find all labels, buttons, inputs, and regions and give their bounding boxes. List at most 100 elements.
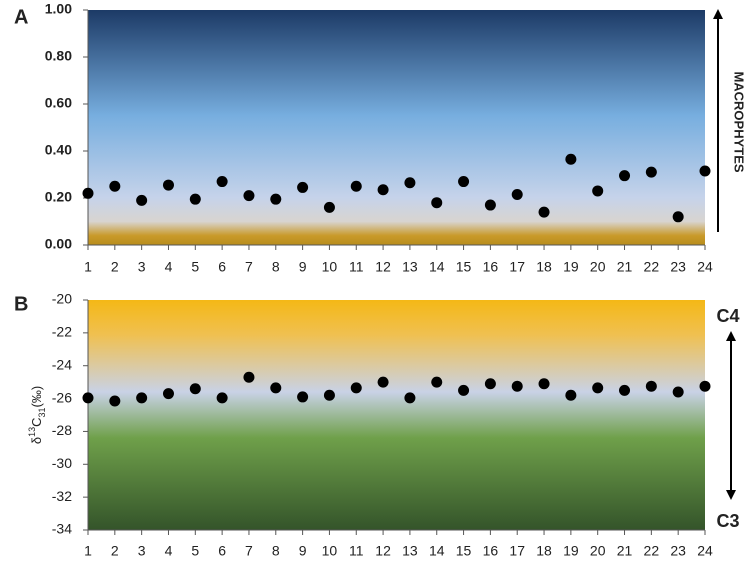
x-tick-label: 11 (349, 543, 364, 559)
x-tick-label: 14 (429, 543, 445, 559)
point (619, 170, 631, 182)
x-tick-label: 17 (509, 543, 525, 559)
point (404, 177, 416, 189)
y-tick-label: -26 (52, 389, 72, 405)
point (565, 153, 577, 165)
point (484, 199, 496, 211)
point (297, 391, 309, 403)
x-tick-label: 22 (644, 543, 660, 559)
y-tick-label: -34 (52, 521, 72, 537)
panel-label: A (14, 6, 28, 28)
y-label-part: C (29, 418, 44, 427)
point (270, 382, 282, 394)
x-tick-label: 12 (375, 543, 391, 559)
point (136, 194, 148, 206)
x-tick-label: 23 (670, 543, 686, 559)
y-tick-label: 0.60 (45, 95, 72, 111)
y-tick-label: -28 (52, 422, 72, 438)
point (645, 166, 657, 178)
x-tick-label: 4 (165, 543, 173, 559)
x-tick-label: 6 (218, 543, 226, 559)
point (431, 376, 443, 388)
y-label-part: 13 (27, 427, 37, 437)
x-tick-label: 16 (483, 259, 499, 275)
x-tick-label: 18 (536, 543, 552, 559)
annotation: C3 (716, 511, 739, 531)
y-tick-label: -32 (52, 488, 72, 504)
x-tick-label: 10 (322, 259, 338, 275)
point (592, 382, 604, 394)
point (377, 376, 389, 388)
point (162, 388, 174, 400)
x-tick-label: 23 (670, 259, 686, 275)
x-tick-label: 13 (402, 259, 418, 275)
x-tick-label: 8 (272, 543, 280, 559)
point (484, 378, 496, 390)
y-label-part: 31 (37, 408, 47, 418)
x-tick-label: 17 (509, 259, 525, 275)
x-tick-label: 9 (299, 259, 307, 275)
point (323, 389, 335, 401)
point (270, 193, 282, 205)
annotation: MACROPHYTES (732, 71, 747, 172)
point (672, 386, 684, 398)
y-tick-label: 1.00 (45, 1, 72, 17)
x-tick-label: 21 (617, 543, 633, 559)
point (645, 380, 657, 392)
y-tick-label: -30 (52, 455, 72, 471)
point (243, 371, 255, 383)
x-tick-label: 2 (111, 259, 119, 275)
x-tick-label: 3 (138, 543, 146, 559)
point (350, 382, 362, 394)
point (511, 188, 523, 200)
x-tick-label: 15 (456, 543, 472, 559)
point (458, 176, 470, 188)
x-tick-label: 7 (245, 259, 253, 275)
point (404, 392, 416, 404)
point (377, 184, 389, 196)
x-tick-label: 7 (245, 543, 253, 559)
point (189, 193, 201, 205)
x-tick-label: 8 (272, 259, 280, 275)
y-axis-label: δ13C31(‰) (27, 386, 47, 444)
y-tick-label: -20 (52, 291, 72, 307)
point (162, 179, 174, 191)
x-tick-label: 1 (84, 543, 92, 559)
y-tick-label: 0.20 (45, 189, 72, 205)
x-tick-label: 22 (644, 259, 660, 275)
x-tick-label: 5 (191, 259, 199, 275)
point (431, 197, 443, 209)
point (538, 206, 550, 218)
point (592, 185, 604, 197)
x-tick-label: 6 (218, 259, 226, 275)
point (699, 165, 711, 177)
arrowhead (726, 490, 736, 500)
x-tick-label: 18 (536, 259, 552, 275)
point (619, 384, 631, 396)
point (216, 176, 228, 188)
point (350, 180, 362, 192)
arrowhead (713, 9, 723, 19)
x-tick-label: 20 (590, 259, 606, 275)
x-tick-label: 14 (429, 259, 445, 275)
y-tick-label: 0.40 (45, 142, 72, 158)
point (511, 380, 523, 392)
y-tick-label: -22 (52, 324, 72, 340)
x-tick-label: 3 (138, 259, 146, 275)
plot-background (88, 10, 705, 245)
x-tick-label: 21 (617, 259, 633, 275)
x-tick-label: 20 (590, 543, 606, 559)
annotation: C4 (716, 306, 739, 326)
point (565, 389, 577, 401)
point (109, 180, 121, 192)
y-tick-label: 0.00 (45, 236, 72, 252)
point (216, 392, 228, 404)
point (82, 187, 94, 199)
x-tick-label: 9 (299, 543, 307, 559)
x-tick-label: 15 (456, 259, 472, 275)
point (458, 384, 470, 396)
x-tick-label: 11 (349, 259, 364, 275)
plot-background (88, 300, 705, 530)
x-tick-label: 13 (402, 543, 418, 559)
point (136, 392, 148, 404)
